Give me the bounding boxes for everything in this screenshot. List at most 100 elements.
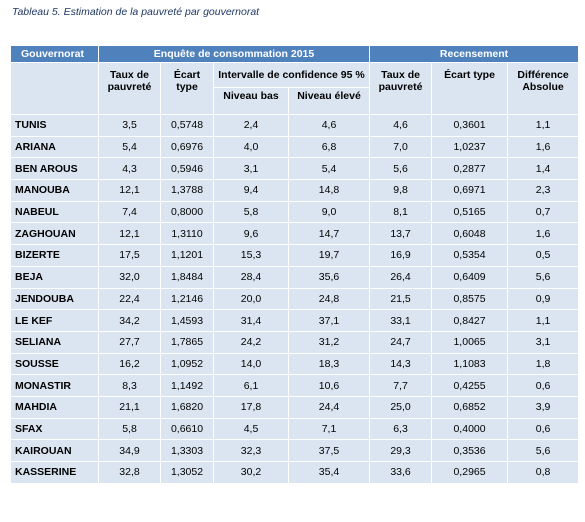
- cell-niveau-bas: 14,0: [213, 352, 289, 376]
- cell-niveau-eleve: 5,4: [287, 157, 371, 181]
- cell-ecart: 0,8000: [160, 200, 214, 224]
- cell-taux-recensement: 14,3: [369, 352, 433, 376]
- cell-gouvernorat: LE KEF: [10, 309, 99, 332]
- table-row: NABEUL 7,4 0,8000 5,8 9,0 8,1 0,5165 0,7: [10, 200, 580, 224]
- header-row-3: Niveau bas Niveau élevé: [11, 87, 579, 115]
- cell-ecart: 1,8484: [160, 265, 214, 289]
- cell-ecart: 1,7865: [160, 330, 214, 354]
- cell-niveau-bas: 17,8: [213, 395, 289, 419]
- cell-difference: 0,6: [507, 417, 580, 441]
- cell-niveau-bas: 4,5: [213, 417, 289, 441]
- cell-difference: 1,1: [507, 114, 580, 137]
- cell-niveau-bas: 5,8: [213, 200, 289, 224]
- cell-taux: 16,2: [98, 352, 161, 376]
- cell-niveau-eleve: 14,8: [287, 179, 371, 202]
- cell-difference: 0,7: [507, 200, 580, 224]
- cell-gouvernorat: MANOUBA: [10, 179, 99, 202]
- cell-difference: 1,1: [507, 309, 580, 332]
- header-empty: [10, 62, 99, 115]
- table-row: BEJA 32,0 1,8484 28,4 35,6 26,4 0,6409 5,6: [10, 265, 580, 289]
- cell-ecart-recensement: 0,6971: [431, 179, 509, 202]
- cell-niveau-bas: 6,1: [213, 374, 289, 397]
- cell-niveau-eleve: 6,8: [287, 135, 371, 159]
- cell-ecart: 1,3052: [160, 461, 214, 484]
- table-row: MAHDIA 21,1 1,6820 17,8 24,4 25,0 0,6852 3,9: [10, 395, 580, 419]
- cell-difference: 0,9: [507, 287, 580, 311]
- cell-gouvernorat: ZAGHOUAN: [10, 222, 99, 246]
- cell-taux-recensement: 24,7: [369, 330, 433, 354]
- cell-niveau-bas: 24,2: [213, 330, 289, 354]
- header-taux: Taux de pauvreté: [98, 62, 161, 115]
- cell-gouvernorat: JENDOUBA: [10, 287, 99, 311]
- table-row: SFAX 5,8 0,6610 4,5 7,1 6,3 0,4000 0,6: [10, 417, 580, 441]
- cell-ecart: 0,5748: [160, 114, 214, 137]
- cell-ecart-recensement: 1,0065: [431, 330, 509, 354]
- header-row-1: Gouvernorat Enquête de consommation 2015…: [10, 45, 580, 63]
- cell-taux-recensement: 9,8: [369, 179, 433, 202]
- table-row: KAIROUAN 34,9 1,3303 32,3 37,5 29,3 0,3536 5,6: [10, 439, 580, 462]
- cell-niveau-eleve: 19,7: [287, 244, 371, 267]
- cell-gouvernorat: SELIANA: [10, 330, 99, 354]
- cell-gouvernorat: MAHDIA: [10, 395, 99, 419]
- cell-difference: 1,6: [507, 135, 580, 159]
- cell-ecart: 1,6820: [160, 395, 214, 419]
- cell-taux-recensement: 21,5: [369, 287, 433, 311]
- cell-difference: 5,6: [507, 439, 580, 462]
- cell-gouvernorat: BEJA: [10, 265, 99, 289]
- poverty-table: Gouvernorat Enquête de consommation 2015…: [10, 45, 580, 484]
- cell-gouvernorat: KASSERINE: [10, 461, 99, 484]
- table-caption: Tableau 5. Estimation de la pauvreté par…: [12, 6, 260, 18]
- cell-taux-recensement: 8,1: [369, 200, 433, 224]
- table-row: JENDOUBA 22,4 1,2146 20,0 24,8 21,5 0,8575 0,9: [10, 287, 580, 311]
- cell-ecart-recensement: 0,3536: [431, 439, 509, 462]
- cell-difference: 3,9: [507, 395, 580, 419]
- cell-taux: 32,0: [98, 265, 161, 289]
- cell-niveau-eleve: 4,6: [287, 114, 371, 137]
- cell-niveau-bas: 28,4: [213, 265, 289, 289]
- cell-niveau-eleve: 37,5: [287, 439, 371, 462]
- cell-taux-recensement: 5,6: [369, 157, 433, 181]
- cell-taux: 17,5: [98, 244, 161, 267]
- cell-ecart: 1,3303: [160, 439, 214, 462]
- cell-ecart-recensement: 0,6048: [431, 222, 509, 246]
- cell-taux-recensement: 13,7: [369, 222, 433, 246]
- cell-taux: 27,7: [98, 330, 161, 354]
- table-row: LE KEF 34,2 1,4593 31,4 37,1 33,1 0,8427 1,1: [10, 309, 580, 332]
- cell-ecart: 1,2146: [160, 287, 214, 311]
- cell-gouvernorat: BEN AROUS: [10, 157, 99, 181]
- cell-taux-recensement: 7,0: [369, 135, 433, 159]
- cell-ecart: 1,1492: [160, 374, 214, 397]
- cell-niveau-eleve: 9,0: [287, 200, 371, 224]
- cell-niveau-bas: 20,0: [213, 287, 289, 311]
- cell-niveau-eleve: 18,3: [287, 352, 371, 376]
- header-gouvernorat: Gouvernorat: [10, 45, 99, 63]
- cell-difference: 0,6: [507, 374, 580, 397]
- cell-taux: 12,1: [98, 179, 161, 202]
- cell-niveau-bas: 32,3: [213, 439, 289, 462]
- cell-niveau-eleve: 24,4: [287, 395, 371, 419]
- table-row: BIZERTE 17,5 1,1201 15,3 19,7 16,9 0,5354 0,5: [10, 244, 580, 267]
- header-row-2: Taux de pauvreté Écart type Intervalle d…: [10, 62, 580, 115]
- cell-taux: 34,9: [98, 439, 161, 462]
- cell-taux: 5,4: [98, 135, 161, 159]
- cell-niveau-bas: 15,3: [213, 244, 289, 267]
- cell-taux: 4,3: [98, 157, 161, 181]
- cell-ecart-recensement: 0,5165: [431, 200, 509, 224]
- cell-taux-recensement: 7,7: [369, 374, 433, 397]
- cell-ecart-recensement: 0,8575: [431, 287, 509, 311]
- cell-ecart: 1,3788: [160, 179, 214, 202]
- cell-niveau-bas: 9,6: [213, 222, 289, 246]
- cell-ecart-recensement: 0,6852: [431, 395, 509, 419]
- cell-difference: 2,3: [507, 179, 580, 202]
- cell-ecart-recensement: 1,0237: [431, 135, 509, 159]
- cell-niveau-bas: 31,4: [213, 309, 289, 332]
- cell-ecart-recensement: 0,4255: [431, 374, 509, 397]
- table-row: TUNIS 3,5 0,5748 2,4 4,6 4,6 0,3601 1,1: [10, 114, 580, 137]
- cell-ecart-recensement: 1,1083: [431, 352, 509, 376]
- cell-niveau-bas: 30,2: [213, 461, 289, 484]
- cell-ecart: 0,6610: [160, 417, 214, 441]
- cell-gouvernorat: ARIANA: [10, 135, 99, 159]
- cell-gouvernorat: BIZERTE: [10, 244, 99, 267]
- cell-gouvernorat: TUNIS: [10, 114, 99, 137]
- cell-taux: 32,8: [98, 461, 161, 484]
